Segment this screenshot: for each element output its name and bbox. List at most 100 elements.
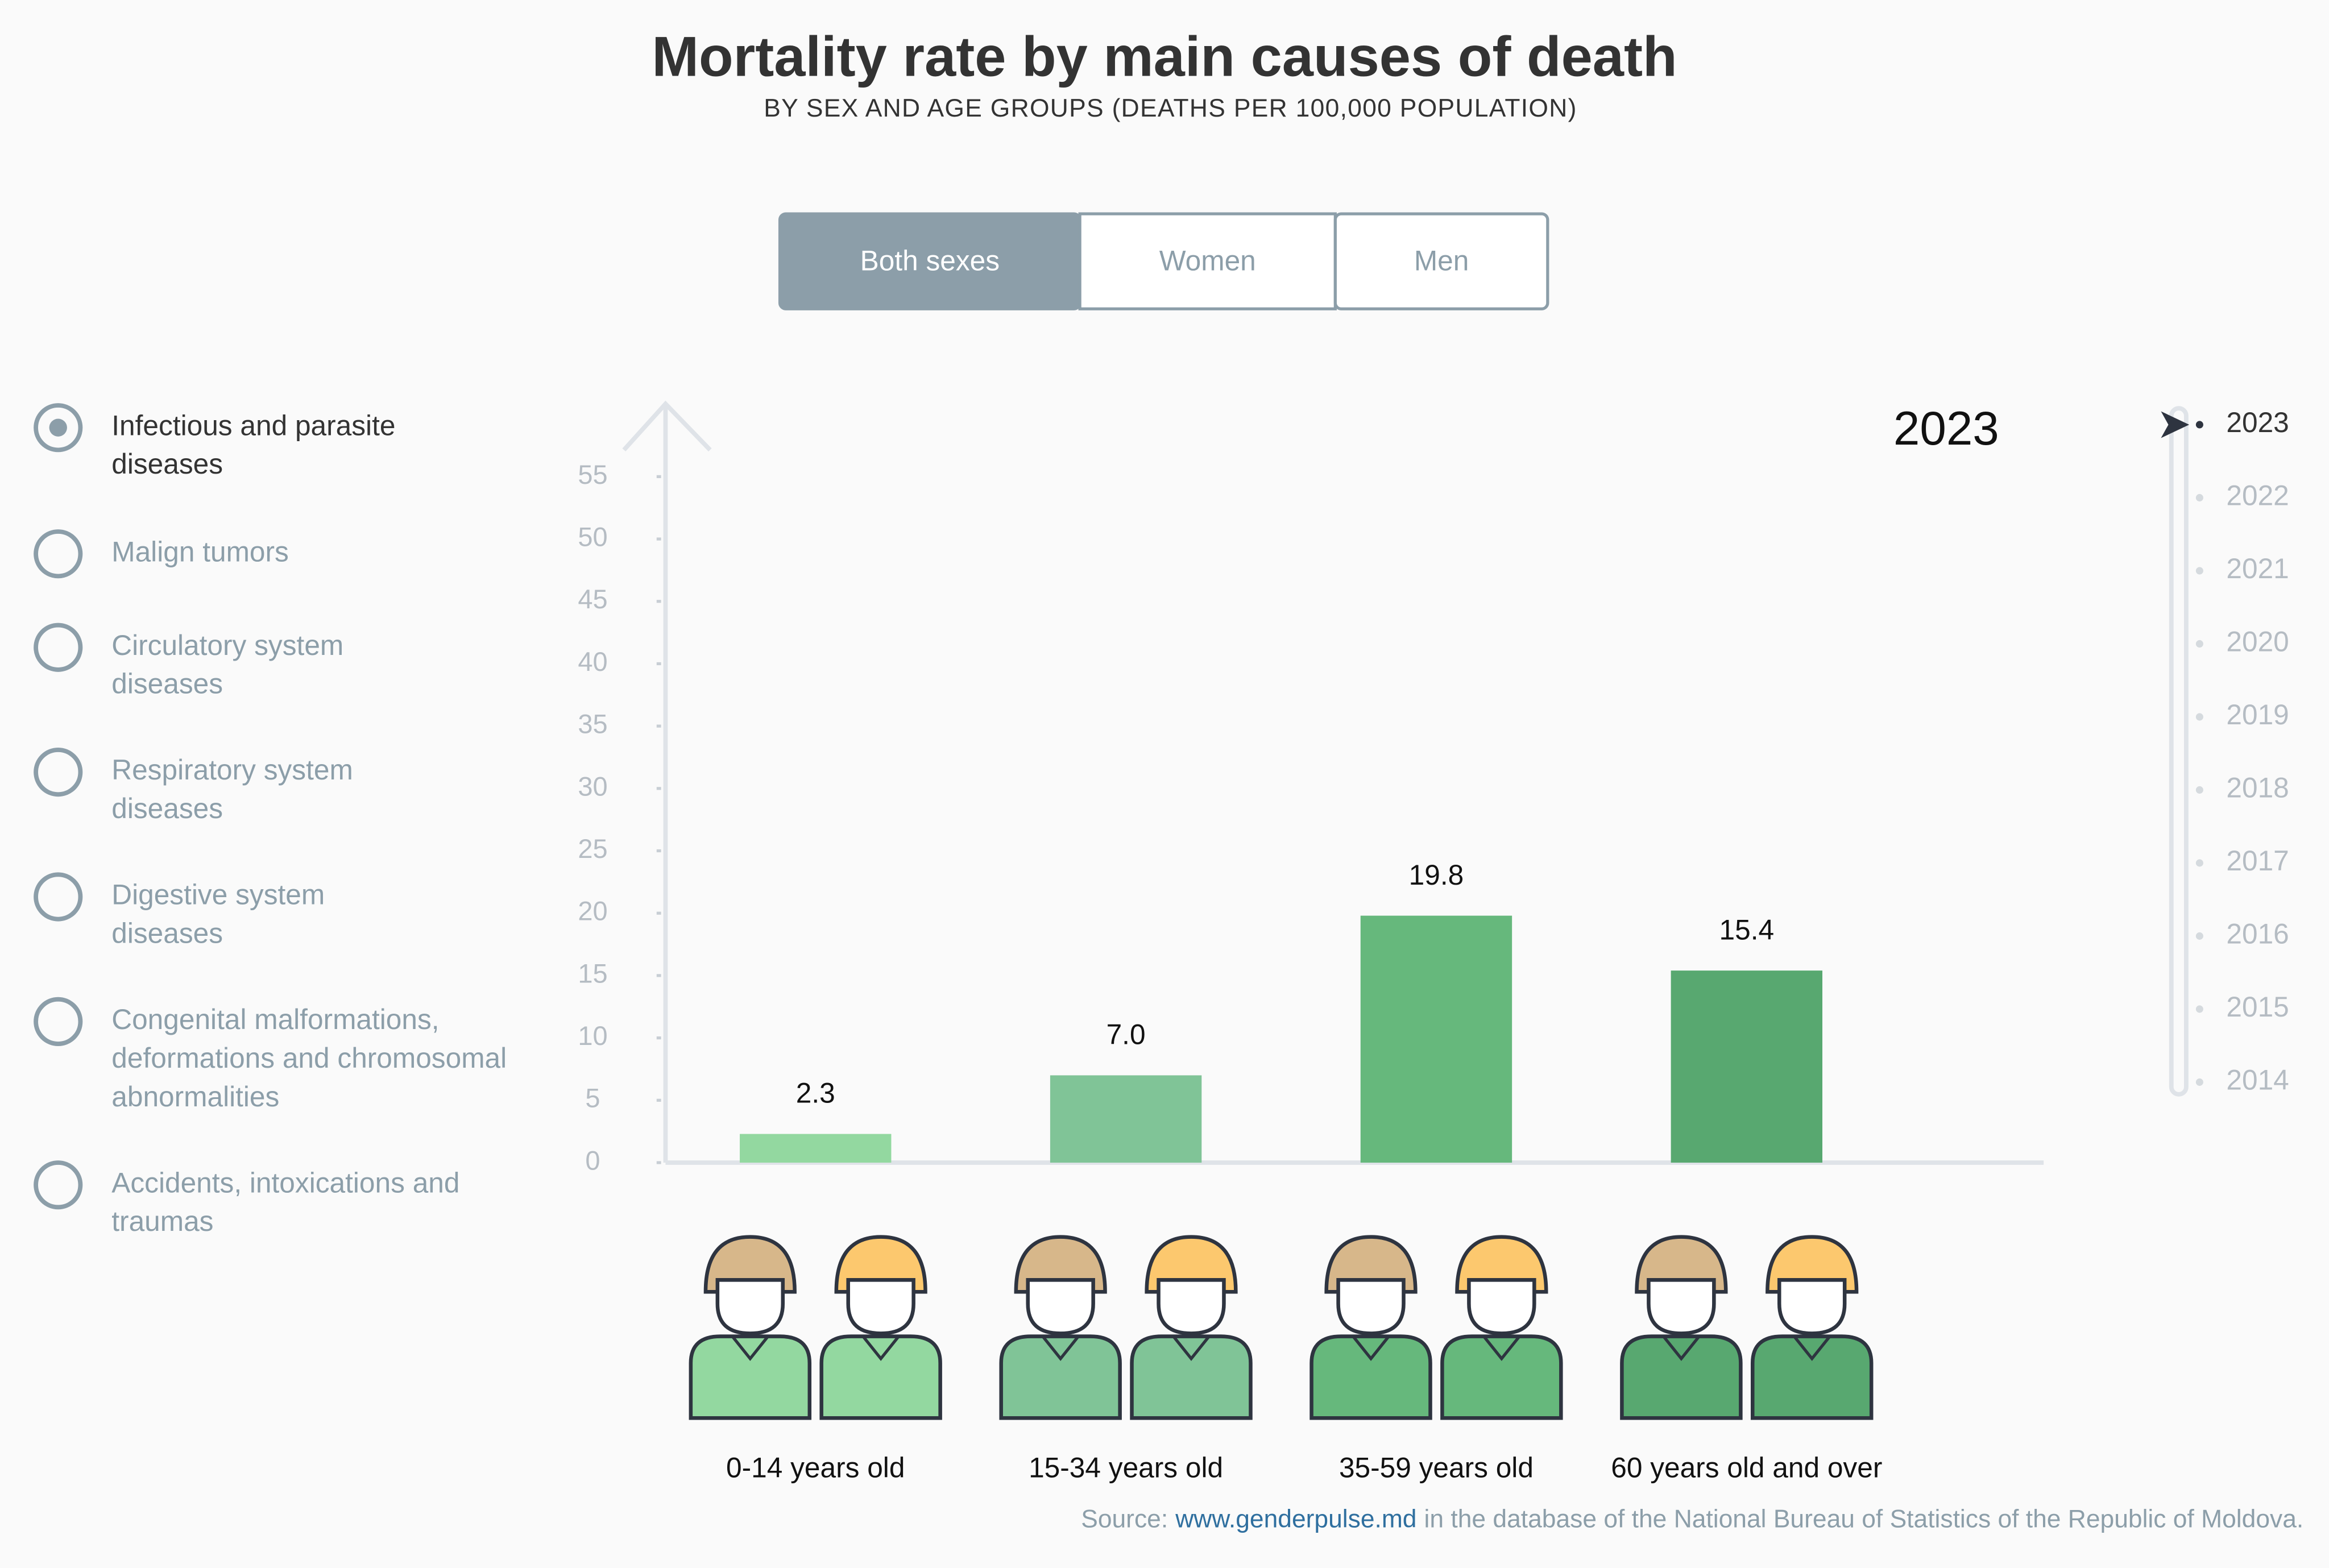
value-label: 2.3 — [796, 1077, 835, 1109]
person-icon — [689, 1235, 812, 1420]
year-dot — [2195, 493, 2203, 501]
year-option[interactable]: 2015 — [2226, 991, 2289, 1023]
y-tick-label: 45 — [578, 584, 607, 614]
icon-body — [1620, 1334, 1743, 1420]
icon-body — [1130, 1334, 1253, 1420]
cause-label[interactable]: Infectious and parasite — [111, 409, 395, 441]
icon-collar — [861, 1335, 900, 1361]
y-tick-label: 15 — [578, 958, 607, 988]
cause-label[interactable]: Malign tumors — [111, 536, 289, 567]
y-tick-label: 50 — [578, 521, 607, 551]
radio-dot — [49, 418, 67, 437]
icon-collar — [1172, 1335, 1211, 1361]
icon-collar — [1482, 1335, 1521, 1361]
icon-face — [1336, 1278, 1406, 1335]
source-note: Source: www.genderpulse.md in the database… — [1081, 1505, 2303, 1533]
filter-button-label[interactable]: Men — [1414, 244, 1469, 276]
year-option[interactable]: 2022 — [2226, 480, 2289, 512]
year-option[interactable]: 2014 — [2226, 1064, 2289, 1096]
filter-button-label[interactable]: Women — [1159, 244, 1256, 276]
x-tick-label: 15-34 years old — [1029, 1452, 1223, 1484]
filter-button[interactable] — [1078, 212, 1337, 310]
year-dot — [2195, 1078, 2203, 1086]
icon-body — [1750, 1334, 1874, 1420]
y-tick-label: 10 — [578, 1021, 607, 1051]
y-tick-label: 25 — [578, 833, 607, 864]
icon-face — [1026, 1278, 1095, 1335]
cause-label[interactable]: abnormalities — [111, 1081, 279, 1113]
icon-face — [1157, 1278, 1226, 1335]
radio-button[interactable] — [34, 623, 83, 672]
cause-label[interactable]: Digestive system — [111, 879, 325, 911]
cause-label[interactable]: Accidents, intoxications and — [111, 1167, 459, 1198]
cause-label[interactable]: diseases — [111, 918, 223, 949]
year-option[interactable]: 2019 — [2226, 699, 2289, 731]
year-option[interactable]: 2016 — [2226, 918, 2289, 950]
icon-body — [1440, 1334, 1563, 1420]
bar — [1050, 1075, 1202, 1163]
year-option[interactable]: 2018 — [2226, 772, 2289, 804]
icon-body — [999, 1334, 1122, 1420]
radio-button[interactable] — [34, 403, 83, 453]
y-tick-label: 55 — [578, 459, 607, 490]
person-icon — [819, 1235, 942, 1420]
y-tick-label: 0 — [585, 1145, 600, 1175]
year-pointer[interactable] — [2161, 411, 2190, 438]
icon-body — [1309, 1334, 1432, 1420]
icon-face — [846, 1278, 915, 1335]
year-dot — [2195, 932, 2203, 940]
cause-label[interactable]: deformations and chromosomal — [111, 1042, 507, 1074]
filter-button[interactable] — [1333, 212, 1549, 310]
icon-collar — [1352, 1335, 1390, 1361]
cause-label[interactable]: Circulatory system — [111, 629, 343, 661]
icon-collar — [1041, 1335, 1080, 1361]
year-dot — [2195, 713, 2203, 721]
person-icon — [1130, 1235, 1253, 1420]
x-tick-label: 60 years old and over — [1611, 1452, 1882, 1484]
value-label: 19.8 — [1409, 859, 1464, 891]
bar — [740, 1134, 892, 1163]
cause-label[interactable]: Respiratory system — [111, 754, 353, 786]
cause-label[interactable]: traumas — [111, 1205, 213, 1237]
chart-title: Mortality rate by main causes of death — [652, 25, 1677, 88]
year-label: 2023 — [1893, 401, 1999, 455]
source-link[interactable]: www.genderpulse.md — [1175, 1505, 1416, 1533]
radio-button[interactable] — [34, 872, 83, 922]
icon-face — [1647, 1278, 1716, 1335]
cause-label[interactable]: diseases — [111, 793, 223, 824]
year-dot — [2195, 859, 2203, 867]
year-dot — [2195, 786, 2203, 794]
person-icon — [999, 1235, 1122, 1420]
filter-button-label[interactable]: Both sexes — [860, 244, 1000, 276]
bar — [1360, 915, 1512, 1163]
person-icon — [1750, 1235, 1874, 1420]
year-option[interactable]: 2017 — [2226, 845, 2289, 877]
y-tick-label: 35 — [578, 709, 607, 739]
cause-label[interactable]: diseases — [111, 668, 223, 700]
year-dot — [2195, 421, 2203, 429]
y-tick-label: 5 — [585, 1083, 600, 1113]
radio-button[interactable] — [34, 997, 83, 1046]
radio-button[interactable] — [34, 748, 83, 797]
bar — [1671, 970, 1823, 1163]
radio-button[interactable] — [34, 1160, 83, 1210]
year-dot — [2195, 640, 2203, 648]
year-dot — [2195, 1005, 2203, 1013]
cause-label[interactable]: Congenital malformations, — [111, 1003, 439, 1035]
radio-button[interactable] — [34, 529, 83, 579]
year-option[interactable]: 2020 — [2226, 626, 2289, 658]
x-tick-label: 35-59 years old — [1339, 1452, 1534, 1484]
year-option[interactable]: 2021 — [2226, 553, 2289, 584]
icon-collar — [731, 1335, 769, 1361]
icon-body — [689, 1334, 812, 1420]
icon-body — [819, 1334, 942, 1420]
source-suffix: in the database of the National Bureau o… — [1424, 1505, 2304, 1533]
y-tick-label: 30 — [578, 771, 607, 801]
cause-label[interactable]: diseases — [111, 448, 223, 480]
icon-face — [1777, 1278, 1847, 1335]
value-label: 15.4 — [1719, 914, 1775, 945]
person-icon — [1620, 1235, 1743, 1420]
year-option[interactable]: 2023 — [2226, 406, 2289, 438]
